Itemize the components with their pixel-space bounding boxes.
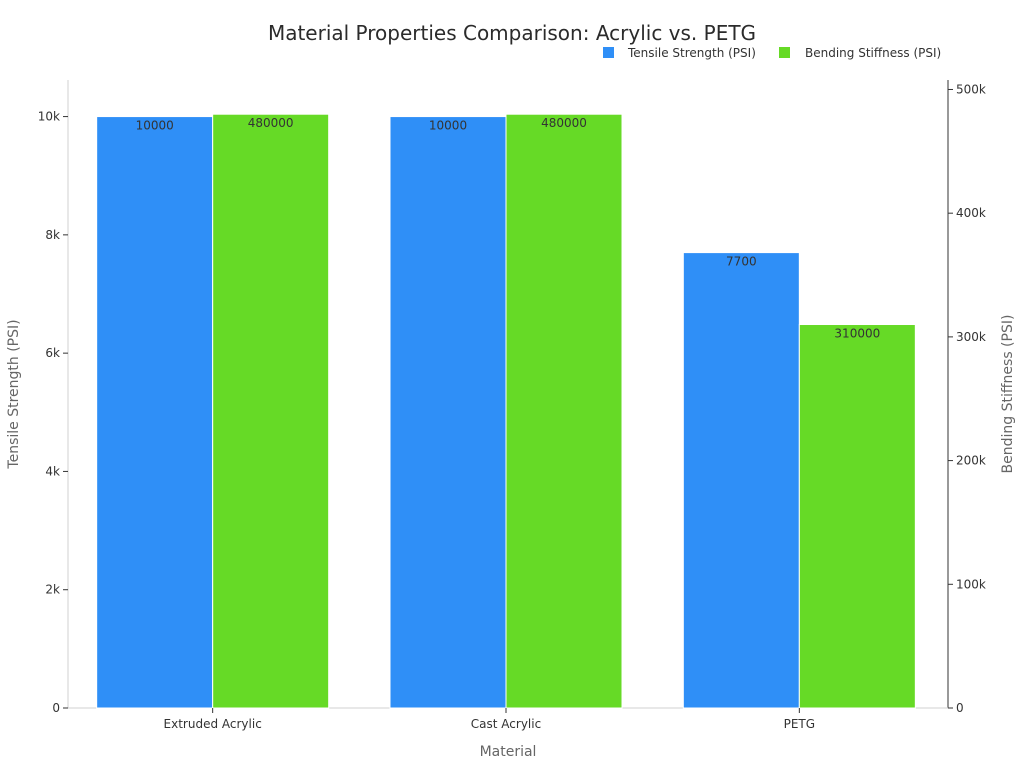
y-left-tick-label: 10k	[38, 110, 60, 124]
y-left-tick-label: 4k	[45, 464, 60, 478]
y-left-tick-label: 6k	[45, 346, 60, 360]
bar-value-label: 10000	[136, 119, 174, 133]
y-right-tick-label: 100k	[956, 577, 986, 591]
legend: Tensile Strength (PSI) Bending Stiffness …	[603, 46, 941, 60]
y-left-tick-label: 2k	[45, 583, 60, 597]
y-axis-right-label: Bending Stiffness (PSI)	[1000, 315, 1016, 474]
legend-label-stiffness: Bending Stiffness (PSI)	[805, 46, 941, 60]
bar-value-label: 480000	[541, 116, 587, 130]
bar-tensile	[96, 116, 214, 709]
bar-stiffness	[212, 113, 330, 709]
plot-area: 0 2k 4k 6k 8k 10k 0 100k 200k 300k 400k 500k 10000 48…	[38, 80, 986, 731]
y-right-tick-label: 500k	[956, 82, 986, 96]
x-tick-label: Extruded Acrylic	[164, 717, 262, 731]
y-left-tick-label: 8k	[45, 228, 60, 242]
bar-value-label: 7700	[726, 255, 757, 269]
y-right-tick-label: 300k	[956, 330, 986, 344]
x-tick-label: Cast Acrylic	[471, 717, 541, 731]
y-right-tick-label: 200k	[956, 454, 986, 468]
bar-value-label: 10000	[429, 119, 467, 133]
y-left-tick-label: 0	[52, 701, 60, 715]
y-right-tick-label: 0	[956, 701, 964, 715]
x-axis-label: Material	[480, 744, 537, 760]
legend-swatch-tensile	[603, 47, 614, 58]
y-axis-left-label: Tensile Strength (PSI)	[6, 319, 22, 469]
legend-swatch-stiffness	[779, 47, 790, 58]
bar-value-label: 310000	[834, 327, 880, 341]
chart-title: Material Properties Comparison: Acrylic …	[268, 21, 756, 45]
bar-stiffness	[798, 324, 916, 709]
bar-tensile	[682, 252, 800, 709]
x-tick-label: PETG	[784, 717, 815, 731]
bar-value-label: 480000	[248, 116, 294, 130]
bar-stiffness	[505, 113, 623, 709]
y-right-tick-label: 400k	[956, 206, 986, 220]
legend-label-tensile: Tensile Strength (PSI)	[627, 46, 756, 60]
bar-tensile	[389, 116, 507, 709]
